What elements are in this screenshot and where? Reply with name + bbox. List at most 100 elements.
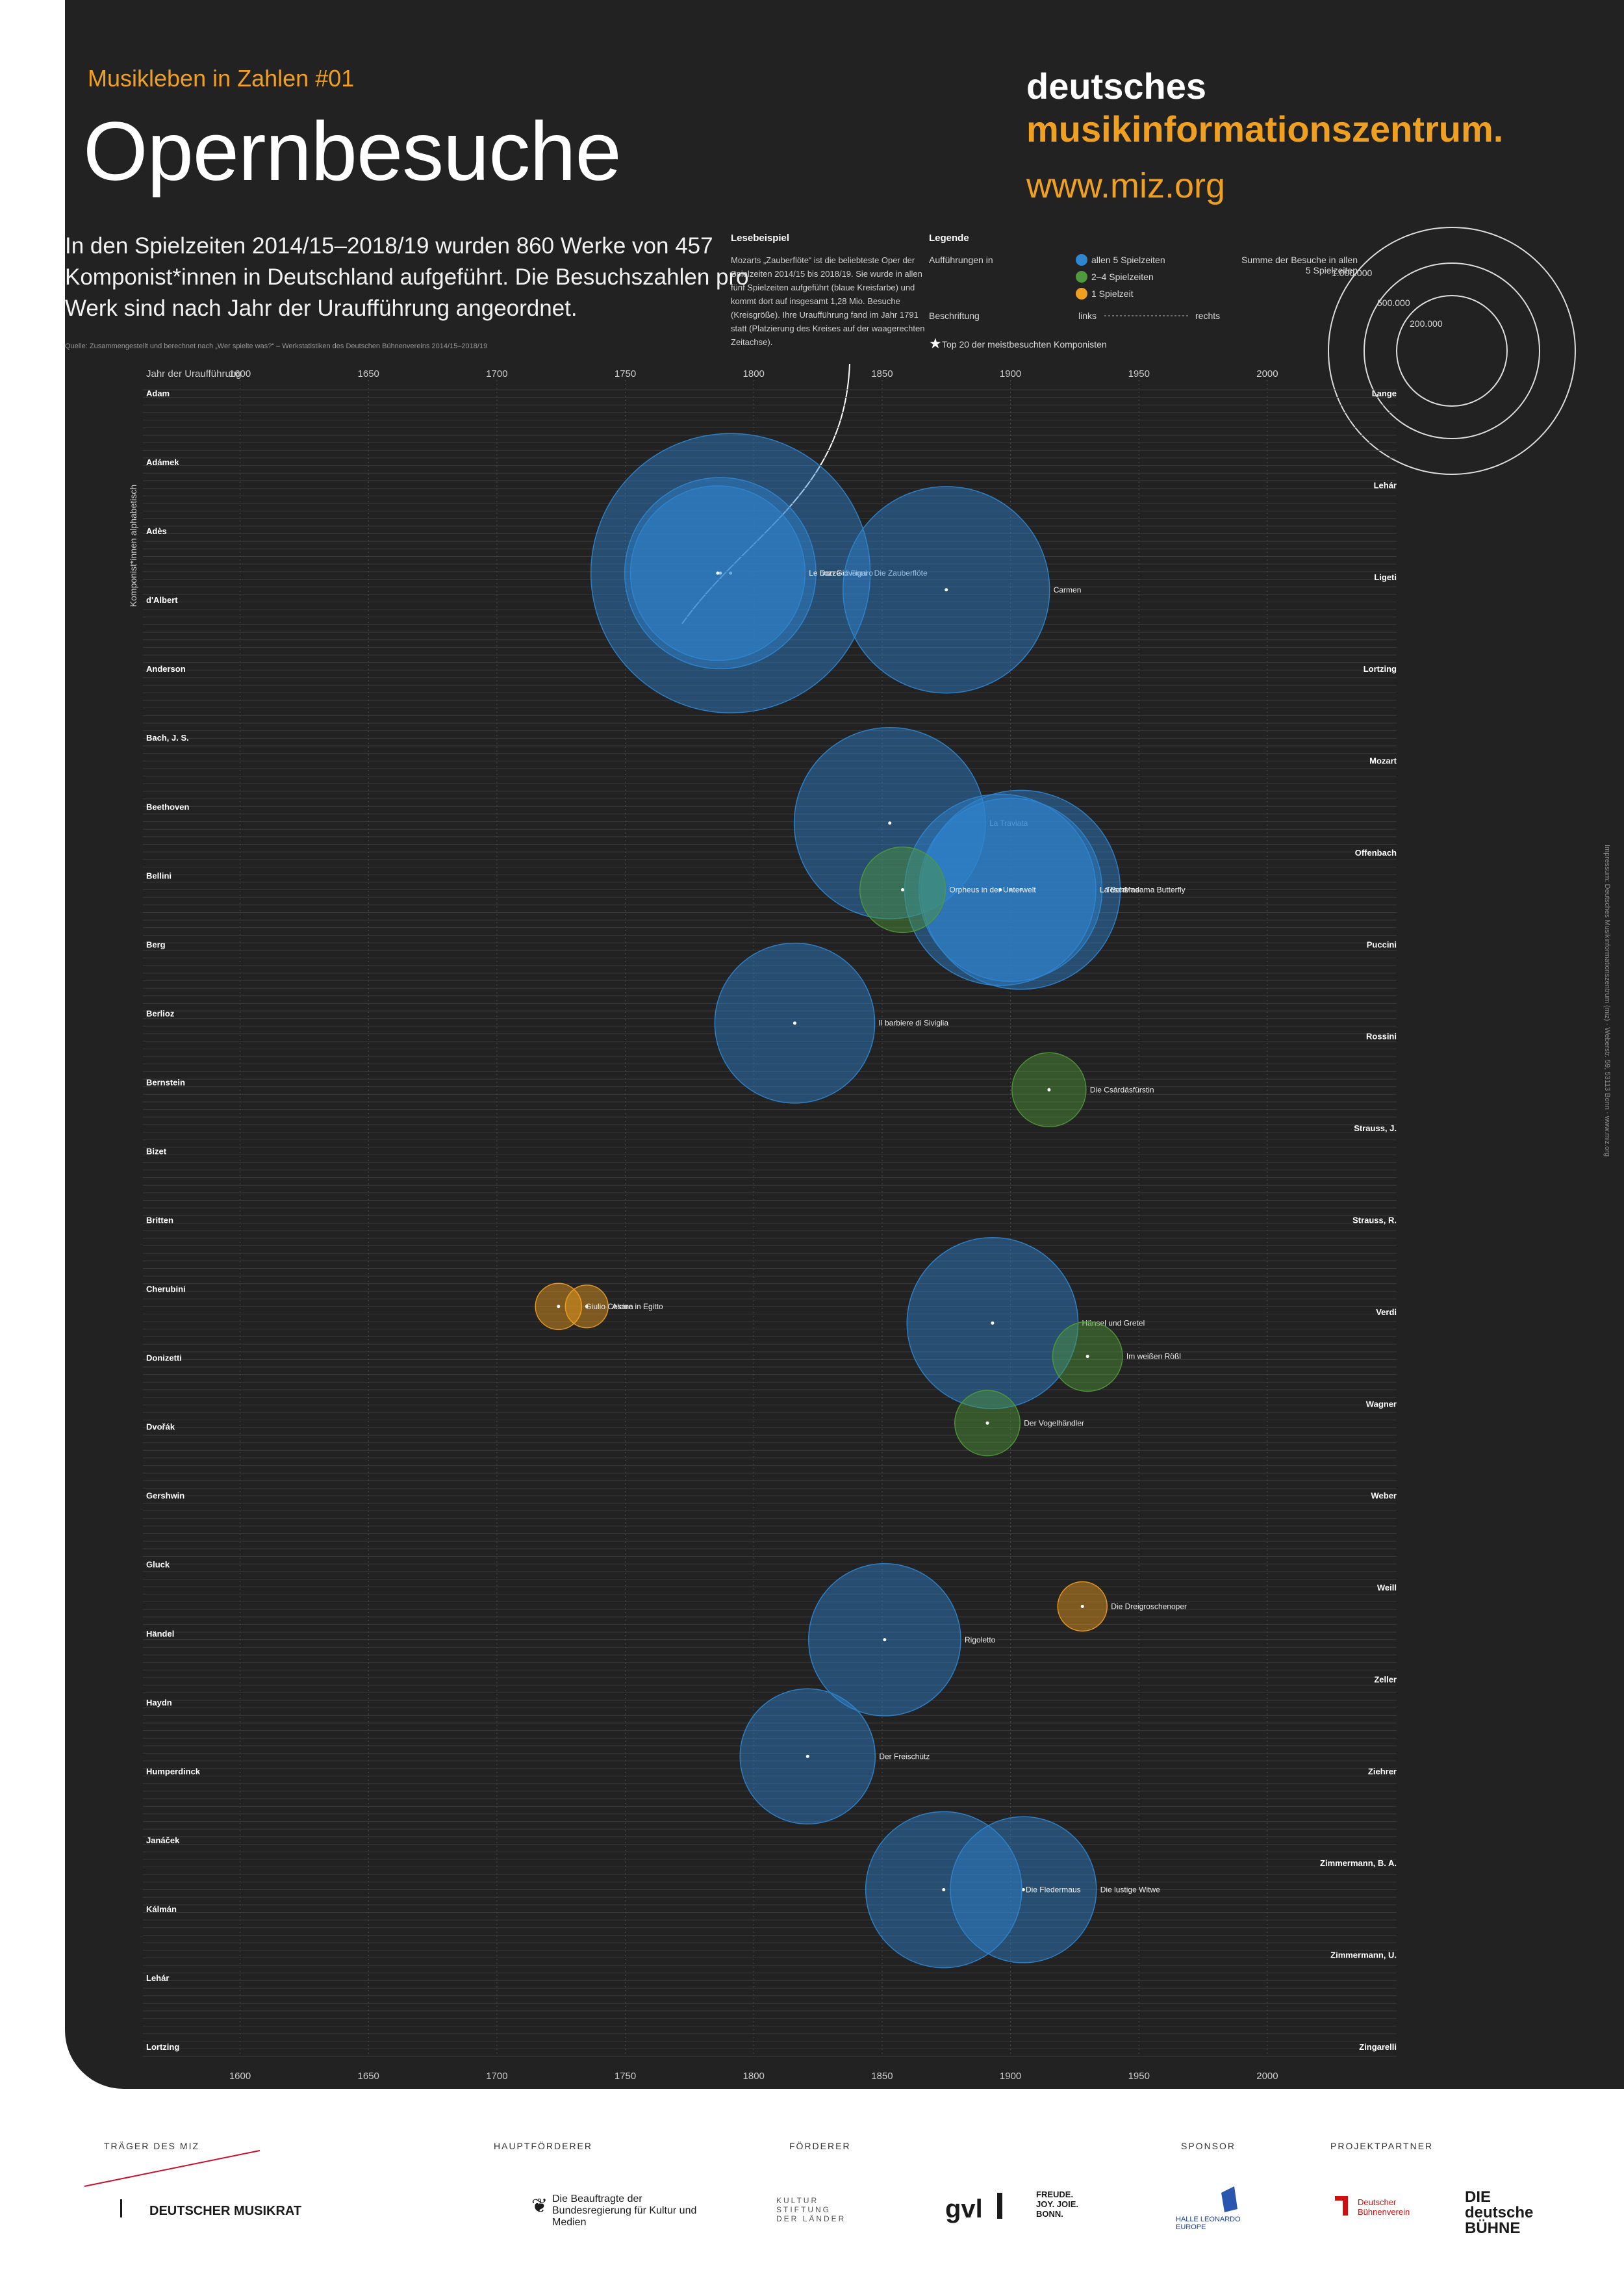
legend-ring-200k [1396,295,1508,407]
bubble-label: Giulio Cesare in Egitto [585,1302,663,1311]
legend-top20: Top 20 der meistbesuchten Komponisten [942,339,1107,350]
x-tick-label-bottom: 1700 [486,2071,507,2082]
sponsor-label-foerderer: FÖRDERER [789,2141,851,2151]
bubble-center-dot [1021,1888,1025,1891]
x-tick-label-bottom: 1950 [1128,2071,1150,2082]
x-tick-label-bottom: 1900 [1000,2071,1021,2082]
bubble-center-dot [718,571,722,575]
legend-item-one: 1 Spielzeit [1091,288,1134,299]
bubble-label: Die lustige Witwe [1100,1885,1160,1895]
composer-label-left: Adámek [146,457,179,467]
bubble-center-dot [1019,888,1022,891]
legend-swatch-some [1076,271,1087,283]
legend-size-1m: 1.000.000 [1332,268,1373,278]
composer-label-left: Adam [146,389,170,398]
composer-label-left: Lehár [146,1973,169,1983]
page-title: Opernbesuche [83,105,622,198]
composer-label-left: Adès [146,526,167,536]
bubble-center-dot [793,1021,796,1025]
legend-item-all: allen 5 Spielzeiten [1091,255,1165,265]
bubble-label: Carmen [1054,585,1082,594]
composer-label-right: Lehár [1374,480,1397,490]
sponsor-partner-2: DIE deutsche BÜHNE [1465,2188,1534,2237]
bubble-label: La Traviata [989,819,1028,828]
bubble-center-dot [557,1305,561,1309]
legend-ring-1m [1328,227,1576,475]
bubble-center-dot [1080,1604,1084,1608]
composer-label-left: Beethoven [146,802,190,811]
composer-label-left: Janáček [146,1835,180,1845]
legend-label-right: rechts [1195,311,1221,321]
bubble-label: Rigoletto [965,1635,996,1644]
legend-ring-500k [1364,262,1540,439]
composer-label-left: Berg [146,939,166,949]
composer-label-left: Dvořák [146,1422,175,1432]
composer-label-right: Verdi [1376,1307,1397,1317]
x-tick-label-bottom: 1750 [615,2071,636,2082]
bubble-center-dot [1085,1355,1089,1359]
composer-label-right: Zimmermann, B. A. [1320,1858,1397,1868]
composer-label-right: Ligeti [1374,572,1397,582]
bubble-center-dot [901,888,905,891]
sponsor-haupt-name: Die Beauftragte der Bundesregierung für … [552,2193,697,2228]
bubble-center-dot [883,1638,887,1642]
bubble-label: La Bohème [1100,886,1140,895]
x-tick-label-top: 1750 [615,368,636,379]
bubble-center-dot [1009,888,1013,891]
composer-label-right: Zingarelli [1359,2042,1397,2052]
sidebar-impressum: Impressum: Deutsches Musikinformationsze… [1603,845,1611,1157]
composer-label-left: Lortzing [146,2042,179,2052]
composer-label-left: d'Albert [146,595,178,605]
composer-label-left: Cherubini [146,1284,186,1294]
x-tick-label-bottom: 1850 [871,2071,893,2082]
composer-label-right: Lange [1372,389,1397,398]
composer-label-right: Strauss, R. [1352,1216,1397,1225]
bubble-label: Die Dreigroschenoper [1111,1602,1187,1611]
sponsor-partner-1: Deutscher Bühnenverein [1358,2197,1410,2217]
bubble-center-dot [585,1305,589,1309]
legend-performed-in: Aufführungen in [929,255,993,265]
bubble-center-dot [985,1421,989,1425]
composer-label-left: Haydn [146,1698,172,1707]
reading-example-title: Lesebeispiel [731,233,790,244]
composer-label-left: Gluck [146,1560,170,1570]
x-tick-label-top: 1700 [486,368,507,379]
composer-label-left: Britten [146,1216,173,1225]
composer-label-left: Humperdinck [146,1767,201,1776]
composer-label-right: Zimmermann, U. [1330,1950,1397,1960]
sponsor-label-haupt: HAUPTFÖRDERER [494,2141,593,2151]
legend-label-left: links [1078,311,1097,321]
sponsor-label-sponsor: SPONSOR [1181,2141,1236,2151]
legend-sum-heading: Summe der Besuche in allen 5 Spielzeiten [1241,255,1358,275]
series-kicker: Musikleben in Zahlen #01 [88,65,355,92]
bubble-label: Le nozze di Figaro [809,568,873,578]
chart-axes: 1600 1600 1650 1650 1700 1700 1750 1750 1800 1800… [128,368,1278,2082]
bubble-center-dot [716,571,720,575]
legend-size-500k: 500.000 [1377,298,1410,308]
composer-label-left: Donizetti [146,1353,182,1363]
brand-url-link[interactable]: www.miz.org [1026,166,1226,205]
reading-example-pointer [681,363,850,624]
composer-label-left: Gershwin [146,1491,184,1501]
bubble-center-dot [942,1888,946,1891]
bubble-center-dot [806,1754,809,1758]
bubble-label: Hänsel und Gretel [1082,1318,1145,1327]
sponsor-foerderer-3: FREUDE. JOY. JOIE. BONN. [1036,2190,1079,2219]
composer-label-right: Zeller [1374,1674,1397,1684]
bubble-label: Der Freischütz [879,1752,930,1761]
x-tick-label-top: 2000 [1256,368,1278,379]
legend-label-heading: Beschriftung [929,311,980,321]
bubble-label: Tosca [1106,886,1126,895]
sponsor-label-traeger: TRÄGER DES MIZ [104,2141,200,2151]
bubble-label: Orpheus in der Unterwelt [949,886,1036,895]
x-tick-label-bottom: 2000 [1256,2071,1278,2082]
bubble-label: Alcina [612,1302,633,1311]
legend-size-200k: 200.000 [1410,318,1443,329]
composer-label-left: Anderson [146,664,186,674]
x-tick-label-top: 1650 [358,368,379,379]
chart-grid [143,380,1397,2057]
x-tick-label-bottom: 1800 [743,2071,765,2082]
legend-star-icon: ★ [929,335,942,351]
bubble-center-dot [888,821,892,825]
composer-label-right: Rossini [1366,1032,1397,1041]
